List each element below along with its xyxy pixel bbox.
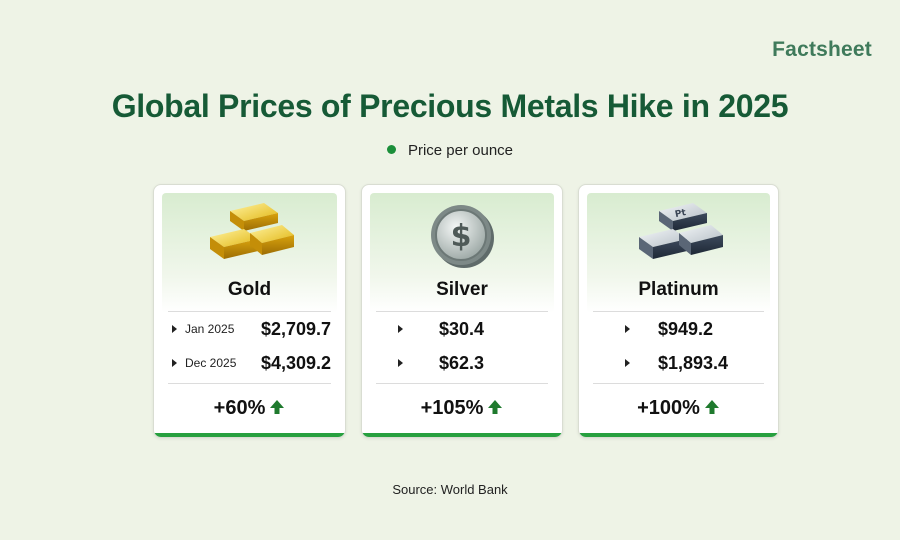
divider bbox=[593, 311, 764, 312]
price-value: $949.2 bbox=[658, 318, 714, 339]
price-value: $2,709.7 bbox=[261, 318, 332, 339]
change-percent: +100% bbox=[579, 397, 778, 420]
divider bbox=[593, 383, 764, 384]
change-percent: +105% bbox=[362, 397, 562, 420]
divider bbox=[376, 311, 548, 312]
up-arrow-icon bbox=[488, 400, 503, 414]
price-value: $30.4 bbox=[439, 318, 485, 339]
divider bbox=[376, 383, 548, 384]
metal-card-platinum: Pt Platinum $949.2 $1,893.4 +100% bbox=[578, 184, 779, 438]
price-value: $1,893.4 bbox=[658, 352, 729, 373]
bullet-triangle-icon bbox=[625, 359, 630, 367]
bullet-triangle-icon bbox=[398, 325, 403, 333]
platinum-bar-label: Pt bbox=[674, 208, 687, 220]
accent-bar bbox=[362, 433, 562, 437]
change-value: +60% bbox=[213, 397, 266, 419]
silver-coin-icon: $ bbox=[431, 205, 494, 268]
bullet-triangle-icon bbox=[172, 325, 177, 333]
gold-bars-icon bbox=[209, 203, 294, 259]
divider bbox=[168, 383, 331, 384]
metal-name: Gold bbox=[227, 279, 272, 300]
price-row: Jan 2025 $2,709.7 bbox=[154, 317, 345, 341]
bullet-triangle-icon bbox=[398, 359, 403, 367]
metal-card-silver: $ Silver $30.4 $62.3 +105% bbox=[361, 184, 563, 438]
page-title: Global Prices of Precious Metals Hike in… bbox=[111, 88, 789, 124]
svg-text:$: $ bbox=[451, 219, 472, 254]
accent-bar bbox=[154, 433, 345, 437]
brand-logo: Factsheet bbox=[772, 38, 872, 61]
change-value: +105% bbox=[420, 397, 484, 419]
up-arrow-icon bbox=[270, 400, 285, 414]
metal-name: Platinum bbox=[638, 279, 719, 300]
bullet-triangle-icon bbox=[625, 325, 630, 333]
change-percent: +60% bbox=[154, 397, 345, 420]
source-note: Source: World Bank bbox=[392, 482, 508, 497]
bullet-triangle-icon bbox=[172, 359, 177, 367]
price-row: $949.2 bbox=[579, 317, 778, 341]
price-row: $62.3 bbox=[362, 351, 562, 375]
price-period: Jan 2025 bbox=[185, 322, 235, 336]
price-value: $62.3 bbox=[439, 352, 485, 373]
metal-card-gold: Gold Jan 2025 $2,709.7 Dec 2025 $4,309.2… bbox=[153, 184, 346, 438]
legend: Price per ounce bbox=[0, 142, 900, 159]
metal-name: Silver bbox=[436, 279, 488, 300]
price-period: Dec 2025 bbox=[185, 356, 237, 370]
divider bbox=[168, 311, 331, 312]
platinum-bars-icon: Pt bbox=[638, 203, 723, 259]
up-arrow-icon bbox=[704, 400, 719, 414]
legend-label: Price per ounce bbox=[407, 142, 514, 159]
price-value: $4,309.2 bbox=[261, 352, 332, 373]
price-row: $1,893.4 bbox=[579, 351, 778, 375]
accent-bar bbox=[579, 433, 778, 437]
change-value: +100% bbox=[637, 397, 700, 419]
price-row: Dec 2025 $4,309.2 bbox=[154, 351, 345, 375]
price-row: $30.4 bbox=[362, 317, 562, 341]
legend-dot bbox=[386, 145, 396, 154]
